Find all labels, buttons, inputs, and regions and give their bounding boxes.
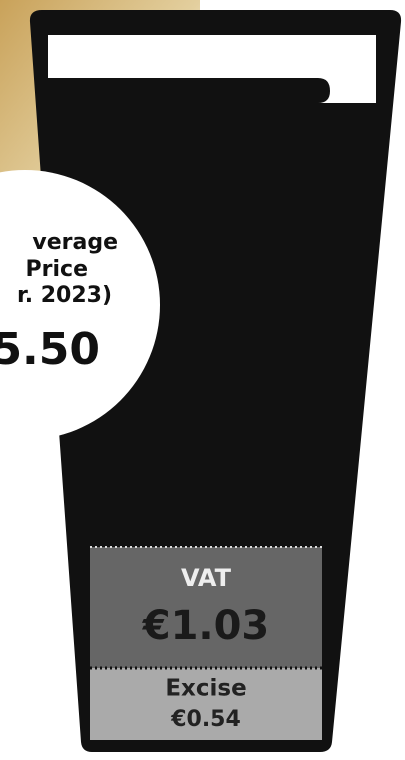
badge-price: 5.50 bbox=[0, 324, 100, 375]
excise-segment bbox=[90, 668, 322, 740]
segment-label: Excise bbox=[165, 676, 246, 702]
badge-line: Price bbox=[26, 257, 88, 282]
vat-segment bbox=[90, 547, 322, 668]
segment-amount: €0.54 bbox=[170, 707, 241, 732]
segment-amount: €1.03 bbox=[142, 603, 270, 649]
badge-line: verage bbox=[32, 230, 118, 255]
segment-label: VAT bbox=[181, 564, 232, 592]
glass-foam bbox=[48, 35, 376, 103]
badge-line: r. 2023) bbox=[17, 283, 112, 308]
price-badge bbox=[0, 170, 160, 440]
